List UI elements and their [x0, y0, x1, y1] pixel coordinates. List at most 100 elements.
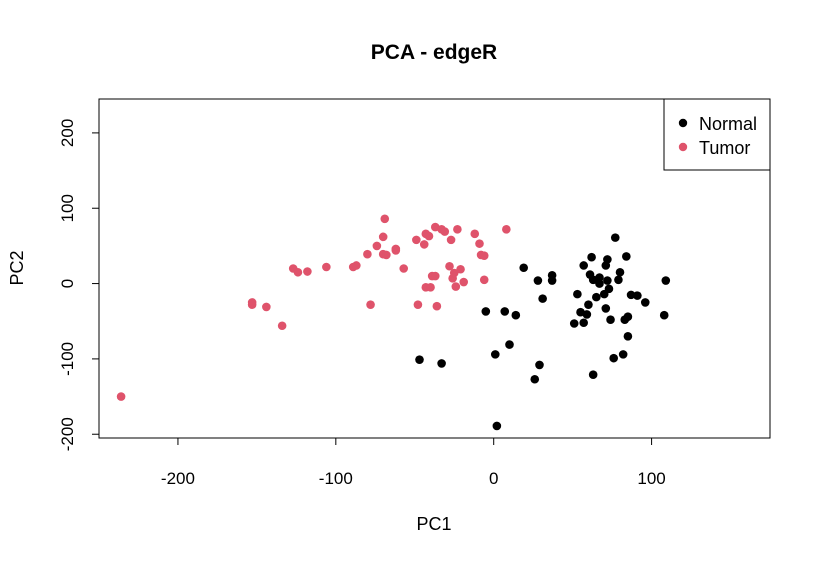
point-tumor	[352, 261, 361, 270]
point-normal	[573, 289, 582, 299]
point-tumor	[378, 232, 388, 242]
point-normal	[603, 276, 612, 285]
point-normal	[538, 294, 547, 303]
point-normal	[569, 319, 579, 328]
x-axis-label: PC1	[416, 514, 451, 534]
point-tumor	[277, 321, 287, 331]
point-tumor	[479, 275, 489, 285]
point-tumor	[293, 267, 303, 277]
point-tumor	[479, 251, 489, 260]
legend-box	[663, 98, 771, 171]
x-tick-label: 100	[637, 469, 665, 488]
point-normal	[659, 310, 669, 320]
point-normal	[603, 255, 612, 264]
point-normal	[595, 273, 604, 282]
point-tumor	[475, 239, 484, 248]
legend-marker-normal	[678, 118, 688, 128]
point-normal	[582, 310, 592, 319]
point-normal	[530, 374, 540, 384]
point-tumor	[424, 231, 434, 241]
point-normal	[618, 350, 628, 359]
x-tick-label: -100	[319, 469, 353, 488]
point-tumor	[262, 302, 271, 312]
point-tumor	[456, 264, 465, 274]
legend: Normal Tumor	[663, 98, 771, 171]
y-tick-label: 0	[58, 279, 77, 288]
point-normal	[606, 315, 615, 325]
point-normal	[633, 291, 642, 300]
point-tumor	[116, 392, 126, 401]
point-normal	[661, 276, 671, 285]
point-tumor	[470, 229, 480, 239]
point-normal	[623, 312, 633, 322]
point-normal	[604, 284, 614, 294]
point-tumor	[451, 282, 461, 291]
point-tumor	[412, 235, 421, 245]
y-tick-label: -200	[58, 417, 77, 451]
legend-marker-tumor	[678, 142, 688, 152]
point-normal	[505, 340, 514, 349]
point-normal	[615, 267, 625, 277]
x-tick-label: -200	[161, 469, 195, 488]
scatter-points	[116, 214, 671, 431]
y-axis: -200 -100 0 100 200	[58, 119, 100, 451]
point-normal	[609, 353, 618, 363]
point-tumor	[372, 241, 382, 251]
x-tick-label: 0	[489, 469, 498, 488]
point-tumor	[502, 225, 511, 234]
point-normal	[588, 370, 598, 380]
point-normal	[415, 355, 424, 364]
point-tumor	[419, 240, 429, 249]
point-tumor	[382, 250, 391, 260]
point-tumor	[432, 301, 442, 311]
point-tumor	[303, 267, 312, 276]
x-axis: -200 -100 0 100	[161, 437, 666, 488]
point-normal	[533, 276, 543, 285]
point-normal	[547, 276, 557, 285]
point-normal	[623, 332, 633, 341]
point-normal	[481, 307, 491, 316]
point-tumor	[391, 246, 401, 255]
point-normal	[614, 275, 623, 285]
point-normal	[610, 233, 620, 242]
legend-label-normal: Normal	[699, 114, 757, 134]
point-tumor	[399, 264, 409, 273]
point-normal	[622, 252, 631, 261]
point-tumor	[446, 235, 456, 245]
legend-label-tumor: Tumor	[699, 138, 750, 158]
point-normal	[535, 360, 544, 370]
point-tumor	[459, 277, 469, 287]
point-tumor	[366, 300, 375, 309]
point-normal	[519, 263, 529, 273]
y-tick-label: -100	[58, 342, 77, 376]
point-normal	[595, 279, 604, 288]
point-normal	[640, 298, 650, 307]
point-normal	[579, 318, 588, 328]
y-tick-label: 100	[58, 194, 77, 222]
point-tumor	[445, 261, 454, 271]
point-tumor	[363, 249, 372, 259]
point-tumor	[380, 214, 390, 224]
point-normal	[437, 359, 446, 368]
point-normal	[601, 304, 611, 313]
point-tumor	[440, 227, 450, 236]
point-normal	[626, 290, 636, 300]
point-tumor	[322, 262, 331, 272]
chart-title: PCA - edgeR	[371, 41, 497, 64]
point-normal	[584, 300, 593, 309]
point-normal	[490, 350, 500, 359]
point-normal	[500, 307, 510, 316]
point-tumor	[449, 268, 459, 278]
point-tumor	[430, 271, 440, 281]
point-tumor	[453, 225, 462, 234]
point-normal	[579, 261, 588, 270]
point-tumor	[247, 298, 257, 307]
point-normal	[587, 252, 596, 262]
point-tumor	[426, 283, 435, 292]
point-normal	[492, 421, 502, 431]
point-normal	[511, 310, 521, 320]
point-normal	[592, 292, 601, 302]
point-tumor	[413, 300, 423, 309]
y-tick-label: 200	[58, 119, 77, 147]
